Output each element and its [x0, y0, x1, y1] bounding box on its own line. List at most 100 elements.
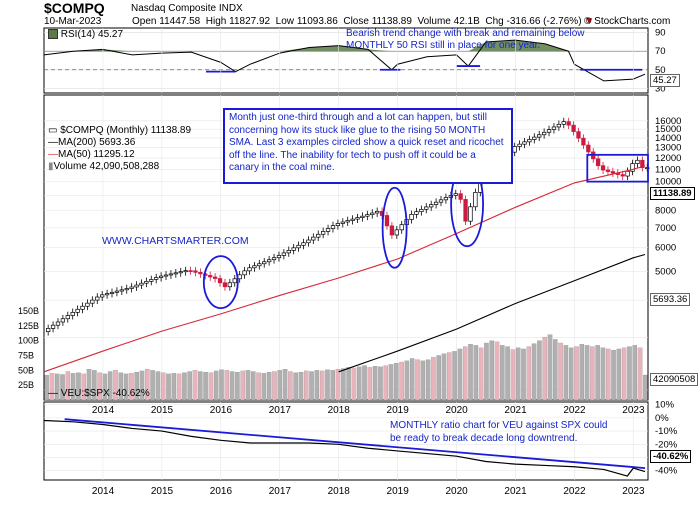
- website-label: WWW.CHARTSMARTER.COM: [102, 235, 249, 247]
- volume-bar: [203, 371, 208, 401]
- volume-bar: [383, 365, 388, 401]
- volume-bar: [494, 341, 500, 401]
- candle-body: [212, 276, 218, 279]
- volume-bar: [584, 345, 590, 401]
- ma200-last-tag: 5693.36: [650, 293, 691, 306]
- candle-body: [306, 239, 311, 244]
- volume-bar: [537, 340, 542, 401]
- volume-bar: [160, 372, 166, 401]
- ma50-line: [43, 165, 646, 373]
- volume-bar: [473, 345, 479, 401]
- volume-tick-label: 25B: [18, 380, 34, 390]
- rsi-tick-label: 50: [655, 65, 666, 76]
- rsi-line: [43, 39, 646, 82]
- volume-bar: [632, 345, 638, 401]
- volume-bar: [107, 371, 113, 401]
- rsi-swatch: [48, 29, 58, 40]
- x-axis-year-label: 2018: [328, 405, 351, 416]
- volume-bar: [261, 373, 267, 401]
- candle-body: [600, 165, 606, 171]
- ratio-tick-label: 10%: [655, 400, 675, 411]
- volume-bar: [351, 367, 357, 401]
- open-label: Open: [132, 16, 157, 27]
- candle-body: [566, 121, 571, 126]
- rsi-last-tag: 45.27: [650, 74, 680, 87]
- volume-tick-label: 50B: [18, 365, 34, 375]
- rsi-tick-label: 30: [655, 83, 666, 94]
- candle-body: [384, 215, 390, 227]
- rsi-legend: RSI(14) 45.27: [48, 29, 123, 41]
- volume-bar: [425, 359, 431, 401]
- chg-value: -316.66 (-2.76%): [506, 16, 582, 27]
- candle-body: [85, 302, 90, 307]
- ratio-line: [43, 419, 646, 477]
- candle-body: [55, 321, 61, 326]
- candle-body: [104, 293, 110, 296]
- candle-body: [561, 121, 566, 125]
- candle-body: [551, 126, 557, 130]
- volume-bar: [616, 348, 622, 401]
- volume-bar: [553, 339, 558, 401]
- low-value: 11093.86: [296, 16, 338, 27]
- candle-body: [556, 123, 562, 128]
- volume-bar: [627, 346, 632, 401]
- candle-body: [325, 228, 331, 232]
- volume-bar: [282, 369, 288, 401]
- ratio-legend: — VEU:$SPX -40.62%: [48, 388, 150, 399]
- volume-bar: [526, 346, 532, 401]
- volume-bar: [219, 369, 224, 401]
- volume-bar: [579, 344, 585, 401]
- candle-body: [571, 124, 576, 132]
- candle-body: [537, 134, 542, 138]
- volume-bar: [558, 342, 563, 401]
- volume-bar: [399, 361, 404, 401]
- candle-body: [640, 159, 645, 169]
- candle-body: [271, 257, 277, 261]
- rsi-note-line-1: Bearish trend change with break and rema…: [346, 28, 585, 39]
- rsi-note-line-2: MONTHLY 50 RSI still in place for one ye…: [346, 40, 541, 51]
- ratio-last-tag: -40.62%: [650, 450, 692, 463]
- candle-body: [266, 259, 272, 263]
- ma200-legend-text: MA(200) 5693.36: [58, 137, 136, 148]
- price-last-tag: 11138.89: [650, 187, 695, 200]
- volume-bar: [272, 371, 277, 401]
- x-axis-year-label: 2021: [504, 486, 527, 497]
- volume-bar: [378, 366, 383, 401]
- low-label: Low: [275, 16, 295, 27]
- volume-bar: [92, 370, 97, 401]
- volume-tick-label: 75B: [18, 350, 34, 360]
- candle-body: [301, 242, 306, 246]
- volume-bar: [208, 372, 214, 401]
- volume-bar: [606, 348, 611, 401]
- volume-bar: [590, 346, 595, 401]
- x-axis-year-label: 2019: [387, 486, 410, 497]
- candle-body: [139, 282, 144, 286]
- candle-body: [576, 131, 581, 139]
- candle-body: [247, 267, 252, 272]
- candle-body: [473, 192, 478, 208]
- volume-bar: [70, 373, 76, 401]
- candle-body: [188, 270, 193, 272]
- candle-body: [168, 273, 174, 276]
- volume-bar: [102, 373, 108, 401]
- volume-bar: [319, 370, 325, 401]
- main-legend: ▭ $COMPQ (Monthly) 11138.89 —MA(200) 569…: [48, 125, 191, 173]
- candle-body: [463, 199, 468, 222]
- candle-body: [60, 318, 66, 323]
- volume-bar: [420, 360, 426, 401]
- candle-body: [433, 201, 439, 205]
- candle-body: [527, 139, 532, 143]
- chg-label: Chg: [485, 16, 504, 27]
- price-tick-label: 7000: [655, 223, 676, 234]
- volume-bar: [86, 369, 92, 401]
- volume-bar: [568, 347, 574, 401]
- candle-body: [340, 221, 345, 224]
- volume-bar: [298, 371, 304, 401]
- volume-bar: [505, 346, 510, 401]
- close-value: 11138.89: [371, 16, 412, 27]
- candle-body: [114, 290, 120, 293]
- candle-body: [193, 270, 198, 273]
- candle-body: [95, 296, 100, 301]
- candle-body: [512, 146, 517, 153]
- volume-bar: [325, 369, 330, 401]
